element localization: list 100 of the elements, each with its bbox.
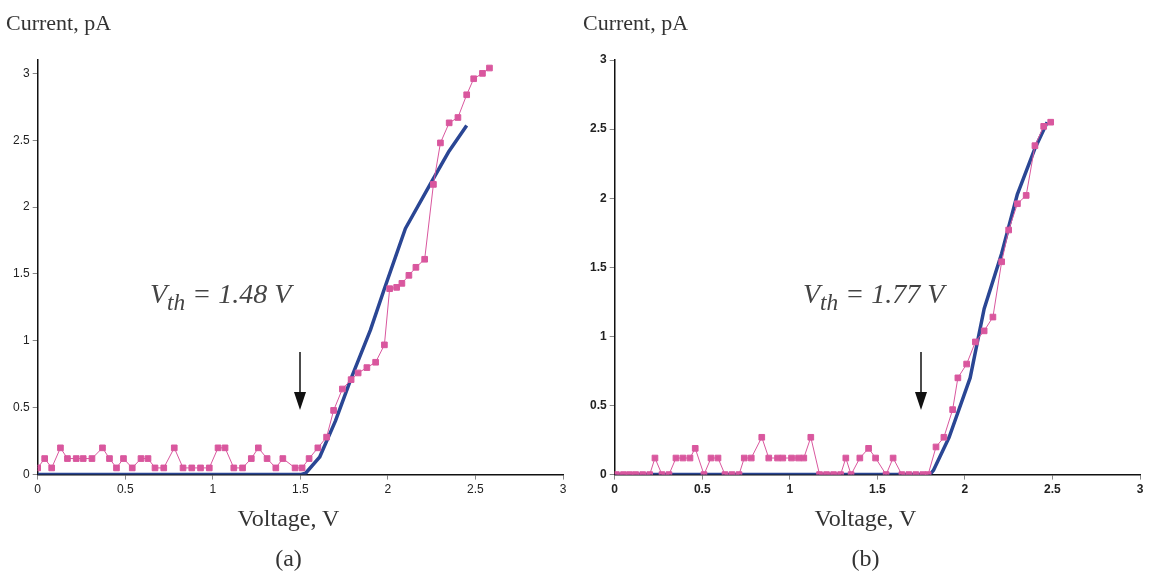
text: (a) <box>274 545 303 572</box>
annotation: V$_{th}$ = 1.48 V <box>150 278 292 316</box>
y-tick-label: 1 <box>22 333 30 348</box>
x-tick-label: 1.5 <box>292 482 309 497</box>
point <box>263 455 271 462</box>
x-tick-label: 2 <box>961 482 969 497</box>
point <box>932 443 940 451</box>
point <box>758 433 766 441</box>
point <box>1022 192 1030 199</box>
point <box>470 75 478 83</box>
point <box>64 455 71 462</box>
point <box>940 433 948 441</box>
point <box>463 91 471 99</box>
y-tick-label: 0 <box>599 466 607 481</box>
point <box>230 464 238 472</box>
x-tick-label: 1 <box>209 482 217 497</box>
point <box>79 455 87 462</box>
point <box>856 454 864 462</box>
point <box>48 464 56 472</box>
y-axis-title: Current, pA <box>583 10 689 36</box>
point <box>41 455 49 462</box>
x-tick-label: 1 <box>786 482 794 497</box>
x-tick-label: 2 <box>384 482 392 497</box>
y-tick-label: 1 <box>599 328 607 343</box>
y-tick-label: 3 <box>22 65 30 80</box>
point <box>972 338 979 346</box>
y-tick-label: 3 <box>599 52 607 67</box>
point <box>144 455 152 462</box>
x-tick-label: 3 <box>1136 482 1144 497</box>
point <box>160 464 168 472</box>
point <box>128 464 136 472</box>
point <box>405 272 413 279</box>
point <box>323 433 330 441</box>
point <box>765 454 773 462</box>
text: (b) <box>850 545 881 572</box>
point <box>197 464 204 472</box>
point <box>421 255 428 263</box>
point <box>314 444 322 452</box>
point <box>747 454 755 462</box>
point <box>214 444 222 452</box>
point <box>679 454 687 462</box>
x-axis-title: Voltage, V <box>813 505 918 532</box>
point <box>291 464 299 472</box>
point <box>807 433 815 441</box>
y-tick-label: 0.5 <box>12 400 30 415</box>
x-tick-label: 0 <box>611 482 619 497</box>
point <box>88 455 96 462</box>
point <box>72 455 80 462</box>
x-tick-label: 1.5 <box>869 482 886 497</box>
point <box>1005 226 1012 234</box>
y-tick-label: 2 <box>599 190 607 205</box>
point <box>106 455 113 462</box>
point <box>354 369 362 377</box>
point <box>740 454 748 462</box>
point <box>437 139 444 147</box>
x-tick-label: 2.5 <box>1044 482 1062 497</box>
point <box>372 358 379 366</box>
point <box>998 258 1005 266</box>
y-tick-label: 0.5 <box>589 397 607 412</box>
point <box>99 444 106 452</box>
point <box>954 374 962 382</box>
y-tick-label: 1.5 <box>589 259 607 274</box>
point <box>305 455 313 462</box>
point <box>298 464 306 472</box>
point <box>430 181 437 188</box>
point <box>221 444 229 452</box>
point <box>239 464 246 472</box>
y-tick-label: 2 <box>22 199 30 214</box>
y-axis-title: Current, pA <box>6 10 112 36</box>
point <box>788 454 795 462</box>
y-tick-label: 0 <box>22 466 30 481</box>
point <box>247 455 255 462</box>
point <box>339 385 346 393</box>
point <box>691 445 699 452</box>
point <box>179 464 187 472</box>
point <box>412 263 420 271</box>
point <box>1014 200 1021 208</box>
y-tick-label: 2.5 <box>12 132 30 147</box>
point <box>279 455 287 462</box>
point <box>205 464 213 472</box>
point <box>779 454 787 462</box>
point <box>151 464 159 472</box>
y-tick-label: 1.5 <box>12 266 30 281</box>
x-tick-label: 0.5 <box>116 482 134 497</box>
point <box>272 464 280 472</box>
point <box>949 406 956 413</box>
y-tick-label: 2.5 <box>589 121 607 136</box>
point <box>479 70 486 77</box>
point <box>1047 118 1055 126</box>
point <box>889 454 897 462</box>
point <box>1040 123 1048 130</box>
point <box>363 364 371 371</box>
point <box>170 444 178 452</box>
point <box>454 114 462 121</box>
point <box>989 313 997 321</box>
point <box>386 285 393 293</box>
point <box>1031 142 1039 150</box>
point <box>120 455 127 462</box>
x-tick-label: 3 <box>559 482 567 497</box>
point <box>137 455 145 462</box>
